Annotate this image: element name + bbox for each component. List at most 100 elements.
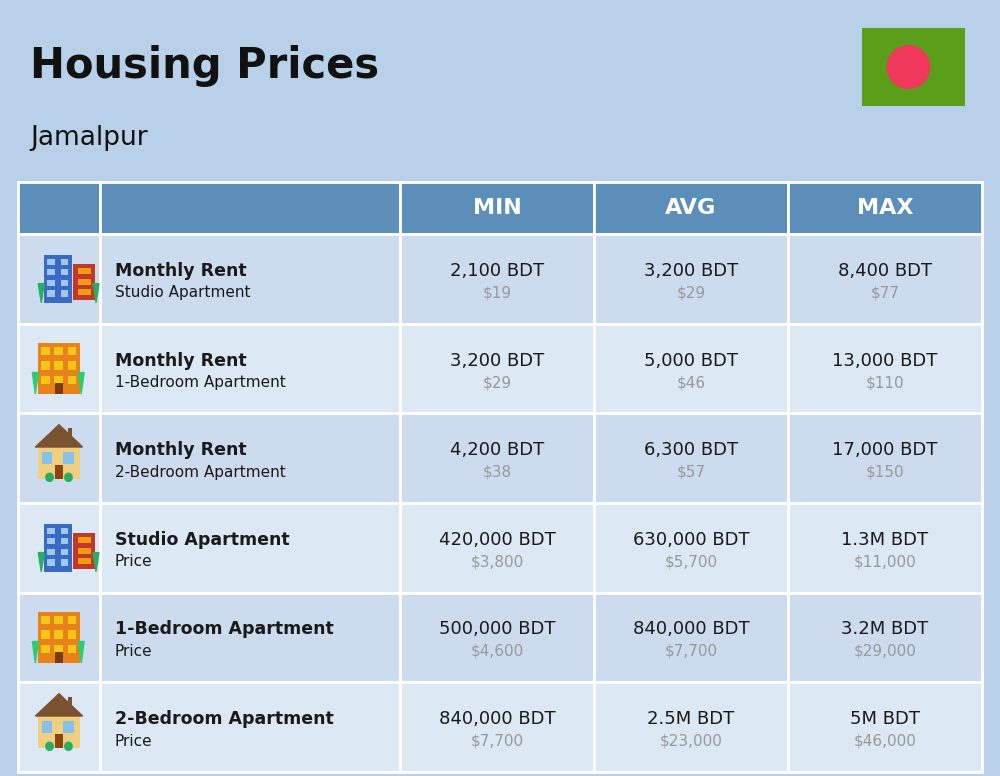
Bar xyxy=(78,279,91,285)
Bar xyxy=(54,362,63,369)
Bar xyxy=(41,347,50,355)
Bar xyxy=(18,593,100,682)
Text: $7,700: $7,700 xyxy=(664,644,718,659)
Text: Price: Price xyxy=(115,554,153,570)
Bar xyxy=(18,182,100,234)
Text: 2,100 BDT: 2,100 BDT xyxy=(450,262,544,280)
Text: 1-Bedroom Apartment: 1-Bedroom Apartment xyxy=(115,621,334,639)
Polygon shape xyxy=(93,553,99,572)
Bar xyxy=(18,414,100,503)
Ellipse shape xyxy=(64,473,73,482)
Bar xyxy=(61,280,68,286)
Text: 17,000 BDT: 17,000 BDT xyxy=(832,442,938,459)
Text: 5M BDT: 5M BDT xyxy=(850,710,920,728)
Polygon shape xyxy=(32,642,38,663)
Text: Price: Price xyxy=(115,733,153,749)
Bar xyxy=(78,548,91,554)
Text: $110: $110 xyxy=(866,375,904,390)
Bar xyxy=(73,533,95,569)
Bar xyxy=(594,234,788,324)
Bar xyxy=(61,559,68,566)
Text: $46: $46 xyxy=(676,375,706,390)
Bar xyxy=(400,324,594,414)
Text: 2-Bedroom Apartment: 2-Bedroom Apartment xyxy=(115,465,286,480)
Bar xyxy=(61,269,68,275)
Bar xyxy=(61,528,68,534)
Text: $3,800: $3,800 xyxy=(470,554,524,570)
Bar xyxy=(100,593,400,682)
Bar xyxy=(788,682,982,772)
Text: MAX: MAX xyxy=(857,198,913,218)
Bar xyxy=(61,549,68,555)
Bar xyxy=(47,280,55,286)
Polygon shape xyxy=(78,642,84,663)
Text: Price: Price xyxy=(115,644,153,659)
Bar xyxy=(788,414,982,503)
Bar xyxy=(41,376,50,384)
Bar xyxy=(47,269,55,275)
Bar xyxy=(78,558,91,564)
Text: $29: $29 xyxy=(676,286,706,300)
Bar xyxy=(400,503,594,593)
Bar xyxy=(68,697,72,708)
Text: $77: $77 xyxy=(870,286,900,300)
Bar xyxy=(42,452,52,464)
Bar xyxy=(41,630,50,639)
Text: 630,000 BDT: 630,000 BDT xyxy=(633,531,749,549)
Bar xyxy=(78,537,91,543)
Text: Studio Apartment: Studio Apartment xyxy=(115,531,290,549)
Text: 500,000 BDT: 500,000 BDT xyxy=(439,621,555,639)
Bar xyxy=(78,268,91,274)
Text: $46,000: $46,000 xyxy=(854,733,916,749)
Ellipse shape xyxy=(64,742,73,751)
Bar xyxy=(44,255,72,303)
Bar xyxy=(18,234,100,324)
Text: $38: $38 xyxy=(482,465,512,480)
Bar xyxy=(47,258,55,265)
Text: AVG: AVG xyxy=(665,198,717,218)
Polygon shape xyxy=(32,372,38,394)
Bar xyxy=(54,645,63,653)
Text: Monthly Rent: Monthly Rent xyxy=(115,352,247,369)
Bar xyxy=(594,414,788,503)
Bar xyxy=(68,615,76,624)
Bar xyxy=(100,324,400,414)
Bar xyxy=(54,347,63,355)
Text: $7,700: $7,700 xyxy=(470,733,524,749)
Polygon shape xyxy=(35,424,83,447)
Bar xyxy=(68,362,76,369)
Bar xyxy=(47,549,55,555)
Bar xyxy=(38,447,80,479)
Bar xyxy=(594,682,788,772)
Bar xyxy=(788,234,982,324)
Bar xyxy=(41,645,50,653)
Text: $23,000: $23,000 xyxy=(660,733,722,749)
Bar xyxy=(54,630,63,639)
Polygon shape xyxy=(78,372,84,394)
Text: Housing Prices: Housing Prices xyxy=(30,45,379,87)
Bar xyxy=(68,376,76,384)
Bar xyxy=(68,630,76,639)
Bar xyxy=(400,414,594,503)
Text: 420,000 BDT: 420,000 BDT xyxy=(439,531,555,549)
Bar xyxy=(47,290,55,296)
Bar xyxy=(55,383,63,394)
Bar xyxy=(594,503,788,593)
Text: $150: $150 xyxy=(866,465,904,480)
Bar xyxy=(68,645,76,653)
Text: $4,600: $4,600 xyxy=(470,644,524,659)
Text: 1-Bedroom Apartment: 1-Bedroom Apartment xyxy=(115,375,286,390)
Bar xyxy=(594,182,788,234)
Text: $29,000: $29,000 xyxy=(854,644,916,659)
Bar xyxy=(41,615,50,624)
Text: 3.2M BDT: 3.2M BDT xyxy=(841,621,929,639)
Bar xyxy=(78,289,91,296)
Text: $29: $29 xyxy=(482,375,512,390)
Text: 840,000 BDT: 840,000 BDT xyxy=(439,710,555,728)
Bar xyxy=(788,324,982,414)
Bar xyxy=(788,182,982,234)
Bar xyxy=(38,343,80,394)
Bar xyxy=(862,28,965,106)
Bar xyxy=(594,324,788,414)
Bar xyxy=(18,324,100,414)
